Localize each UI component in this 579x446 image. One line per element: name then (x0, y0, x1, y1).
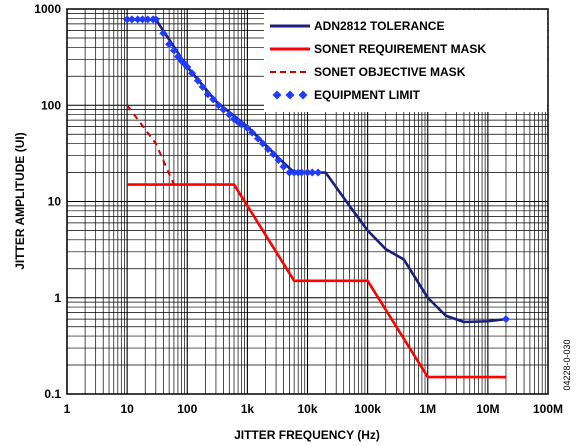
equipment-limit-point (127, 15, 136, 24)
equipment-limit-point (263, 145, 272, 154)
equipment-limit-point (258, 139, 267, 148)
equipment-limit-point (203, 90, 212, 99)
equipment-limit-point (225, 110, 234, 119)
legend-label-adn2812-tolerance: ADN2812 TOLERANCE (314, 19, 444, 33)
equipment-limit-point (133, 15, 142, 24)
equipment-limit-point (314, 168, 323, 177)
y-tick-label: 1 (54, 291, 61, 305)
equipment-limit-point (159, 29, 168, 38)
equipment-limit-point (274, 155, 283, 164)
figure-id: 04228-0-030 (562, 339, 572, 390)
equipment-limit-point (285, 168, 294, 177)
equipment-limit-point (237, 120, 246, 129)
legend-box (264, 10, 547, 112)
legend-label-sonet-requirement-mask: SONET REQUIREMENT MASK (314, 42, 486, 56)
equipment-limit-point (183, 62, 192, 71)
legend-marker-equipment-limit (285, 90, 295, 100)
legend-marker-equipment-limit (298, 90, 308, 100)
y-axis-title: JITTER AMPLITUDE (UI) (13, 132, 27, 270)
x-axis-title: JITTER FREQUENCY (Hz) (234, 428, 380, 442)
series-adn2812-tolerance-line (127, 18, 507, 324)
equipment-limit-point (219, 105, 228, 114)
legend-label-equipment-limit: EQUIPMENT LIMIT (314, 88, 421, 102)
equipment-limit-point (214, 101, 223, 110)
x-tick-label: 100k (354, 402, 381, 416)
equipment-limit-point (165, 40, 174, 49)
y-tick-label: 100 (41, 98, 61, 112)
x-tick-label: 10M (476, 402, 499, 416)
equipment-limit-point (193, 76, 202, 85)
y-tick-label: 1000 (34, 2, 61, 16)
equipment-limit-point (269, 150, 278, 159)
equipment-limit-point (151, 15, 160, 24)
equipment-limit-point (143, 15, 152, 24)
equipment-limit-point (248, 128, 257, 137)
equipment-limit-point (198, 82, 207, 91)
x-tick-label: 1k (241, 402, 255, 416)
equipment-limit-point (209, 95, 218, 104)
equipment-limit-point (243, 124, 252, 133)
legend: ADN2812 TOLERANCE SONET REQUIREMENT MASK S… (264, 10, 547, 112)
equipment-limit-point (290, 168, 299, 177)
legend-label-sonet-objective-mask: SONET OBJECTIVE MASK (314, 65, 466, 79)
y-tick-label: 10 (48, 195, 62, 209)
y-tick-label: 0.1 (44, 387, 61, 401)
equipment-limit-point (303, 168, 312, 177)
equipment-limit-point (308, 168, 317, 177)
plot-frame (66, 8, 549, 395)
equipment-limit-point (297, 168, 306, 177)
series-sonet-objective-mask-line (126, 104, 175, 185)
x-tick-label: 100 (177, 402, 197, 416)
x-tick-label: 1 (64, 402, 71, 416)
series-layer (123, 15, 510, 379)
equipment-limit-point (188, 69, 197, 78)
equipment-limit-point (253, 134, 262, 143)
equipment-limit-point (169, 46, 178, 55)
x-tick-label: 100M (533, 402, 563, 416)
x-tick-label: 10k (297, 402, 317, 416)
x-tick-label: 1M (419, 402, 436, 416)
equipment-limit-point (501, 315, 510, 324)
x-tick-label: 10 (120, 402, 134, 416)
equipment-limit-point (279, 162, 288, 171)
equipment-limit-point (138, 15, 147, 24)
equipment-limit-point (123, 15, 132, 24)
legend-marker-equipment-limit (272, 90, 282, 100)
series-sonet-requirement-mask-line (127, 183, 506, 379)
